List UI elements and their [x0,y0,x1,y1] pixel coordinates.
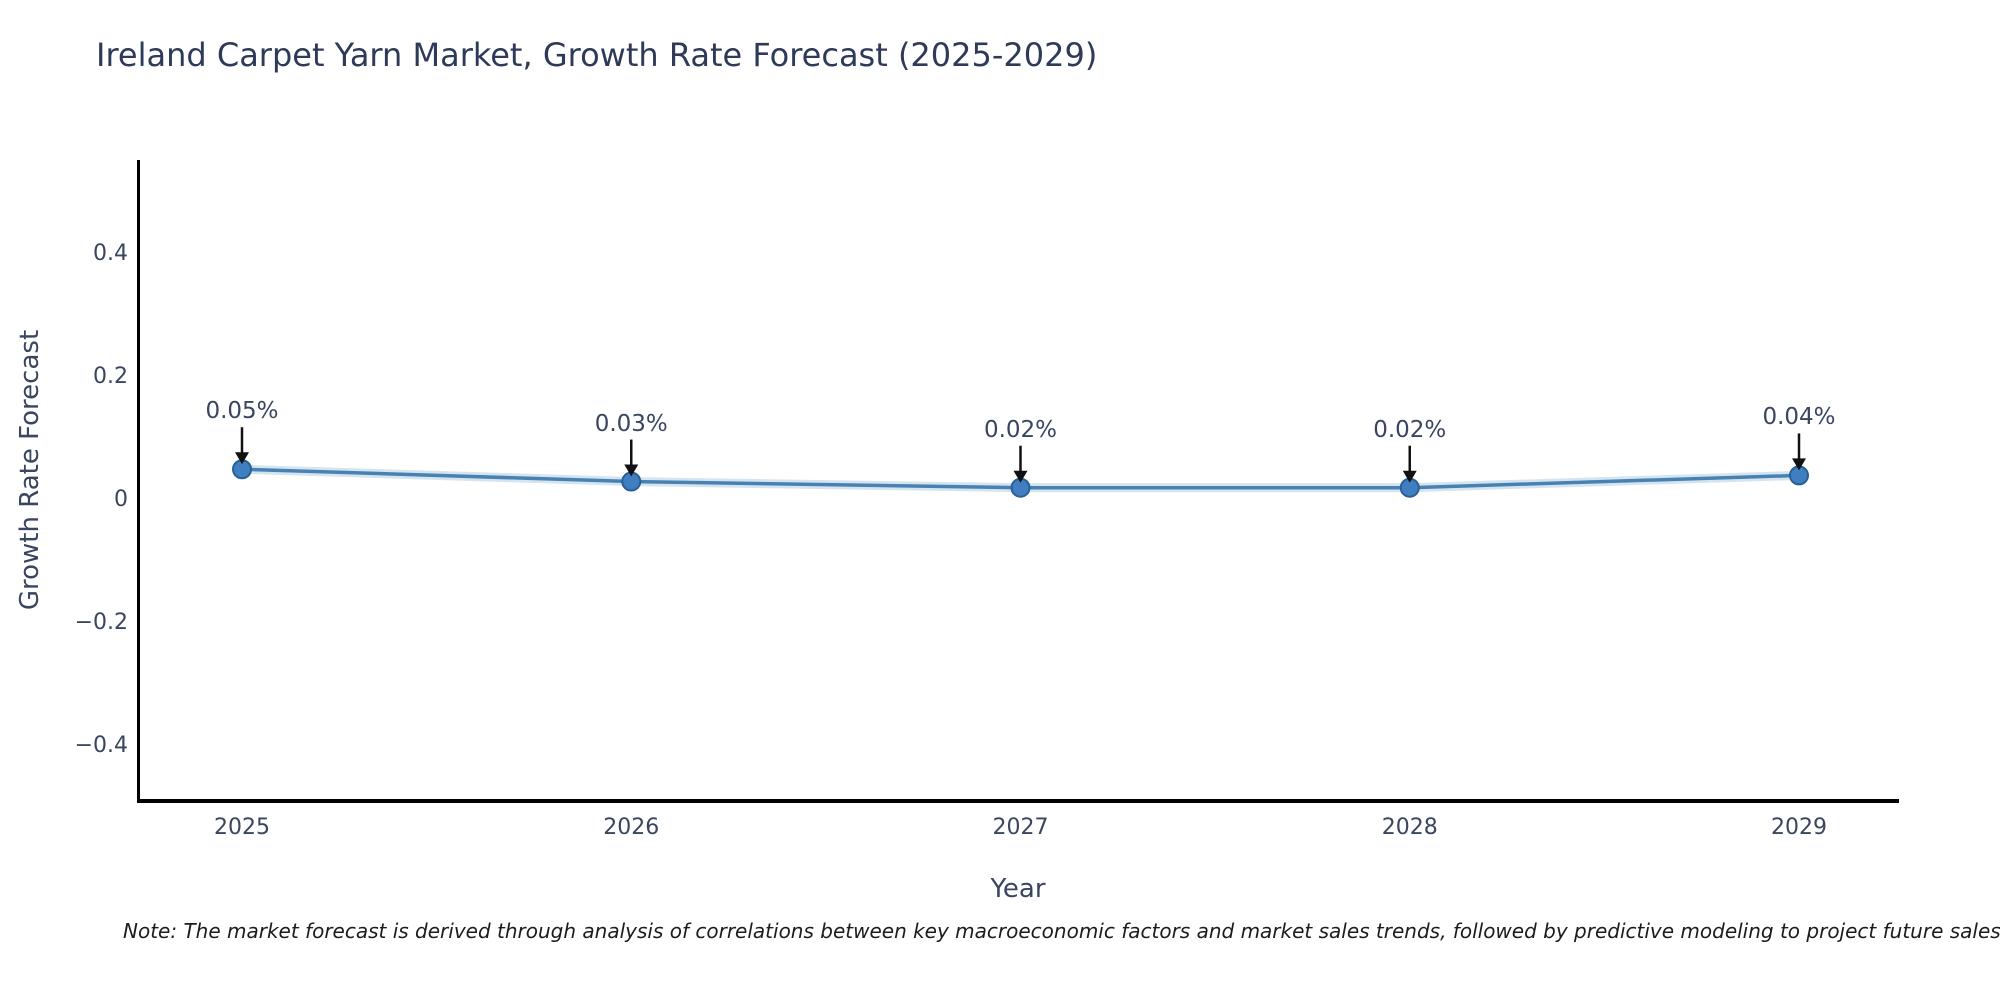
y-tick-label: −0.2 [74,610,128,635]
x-axis-title: Year [990,874,1046,904]
y-tick-label: −0.4 [74,733,128,758]
data-point-annotation: 0.04% [1762,404,1836,431]
chart-title: Ireland Carpet Yarn Market, Growth Rate … [96,36,1098,74]
x-tick-label: 2029 [1771,815,1827,840]
y-axis-title: Growth Rate Forecast [15,329,45,611]
footnote: Note: The market forecast is derived thr… [123,919,2000,943]
x-tick-label: 2025 [214,815,270,840]
data-point-annotation: 0.03% [594,410,668,437]
annotation-arrowhead-icon [1792,458,1806,471]
annotation-arrowhead-icon [1013,470,1028,483]
y-tick-label: 0 [114,487,128,512]
annotation-arrowhead-icon [235,452,249,465]
x-tick-label: 2028 [1381,815,1438,840]
x-axis-spine [137,799,1899,803]
x-tick-label: 2026 [603,815,660,840]
y-tick-label: 0.4 [93,241,128,266]
y-tick-label: 0.2 [93,364,128,389]
annotation-arrowhead-icon [624,464,639,477]
data-point-annotation: 0.05% [205,398,279,425]
annotation-arrowhead-icon [1402,470,1417,483]
data-point-annotation: 0.02% [1373,416,1447,443]
data-point-annotation: 0.02% [983,416,1058,443]
y-axis-spine [137,160,140,803]
x-tick-label: 2027 [992,815,1049,840]
